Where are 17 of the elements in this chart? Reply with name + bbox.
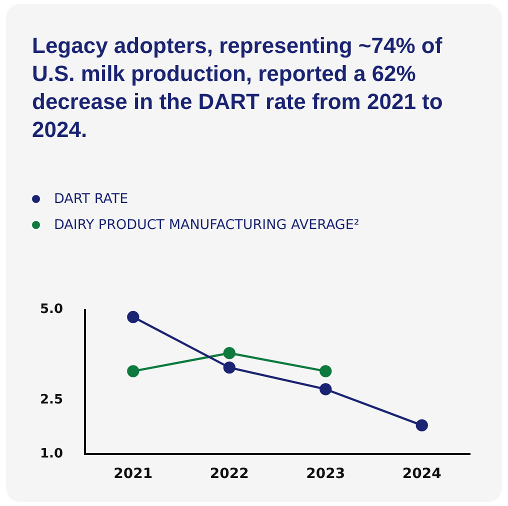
x-tick-label: 2024 — [402, 466, 442, 482]
x-tick-label: 2021 — [114, 466, 153, 482]
x-tick-label: 2022 — [210, 466, 249, 482]
legend-label: DAIRY PRODUCT MANUFACTURING AVERAGE² — [54, 217, 360, 233]
chart-title: Legacy adopters, representing ~74% of U.S. milk production, reported a 62% decrease in the DART rate from 2021 to 2024. — [32, 32, 444, 144]
point — [320, 365, 332, 378]
y-tick-label: 5.0 — [40, 302, 64, 318]
point — [127, 365, 140, 378]
y-tick-label: 1.0 — [40, 446, 64, 462]
legend-label: DART RATE — [54, 191, 128, 207]
point — [416, 419, 428, 432]
point — [127, 310, 140, 324]
x-tick-label: 2023 — [306, 466, 346, 482]
y-tick-label: 2.5 — [40, 392, 64, 408]
point — [223, 361, 236, 374]
point — [223, 347, 236, 360]
point — [320, 383, 332, 396]
